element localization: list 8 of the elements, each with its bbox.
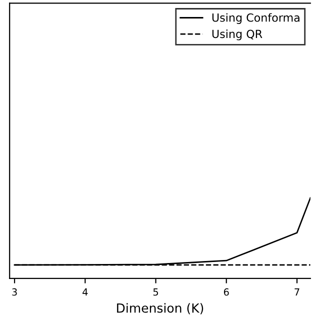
legend-label: Using QR	[212, 30, 262, 40]
x-axis-title: Dimension (K)	[117, 303, 204, 314]
x-tick-label: 7	[294, 288, 300, 296]
x-tick-label: 3	[12, 288, 17, 296]
x-tick-label: 6	[224, 288, 229, 296]
x-tick-label: 5	[153, 288, 158, 296]
legend-label: Using Conforma	[212, 13, 300, 24]
x-tick-label: 4	[82, 288, 88, 296]
